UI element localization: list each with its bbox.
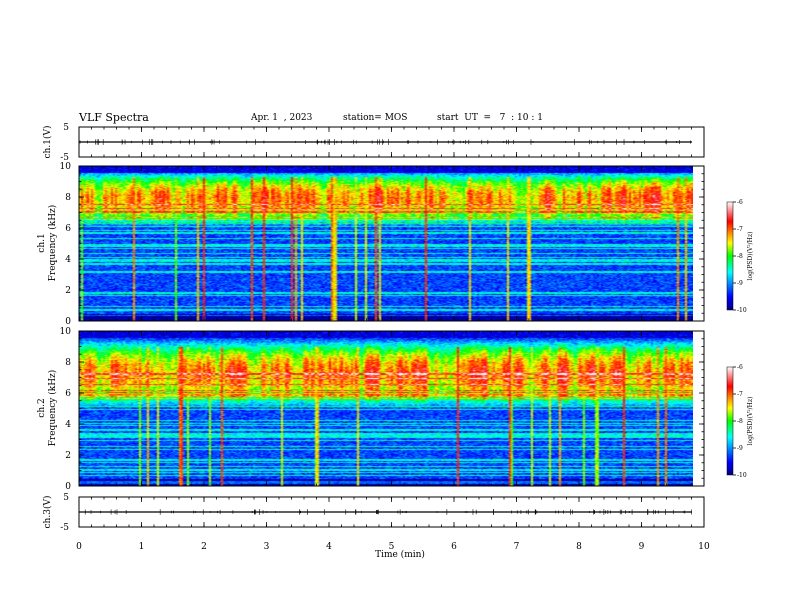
- x-tick-label-0: 0: [76, 542, 82, 552]
- spec1-yticks-label-2: 2: [65, 286, 71, 296]
- ch2-channel-label: ch.2: [37, 398, 47, 417]
- ch1-channel-label: ch.1: [37, 233, 47, 252]
- ch1-ylabel-frequency: Frequency (kHz): [47, 205, 58, 282]
- ch1-voltage-noise: [79, 139, 691, 145]
- ch2-spectrogram-image: [79, 331, 693, 486]
- ch1-spectrogram-image: [79, 166, 693, 321]
- x-tick-label-1: 1: [139, 542, 145, 552]
- x-tick-label-4: 4: [326, 542, 332, 552]
- ch1-colorbar-label: log(PSD)(V²/Hz): [747, 232, 754, 281]
- spec2-yticks-label-2: 2: [65, 451, 71, 461]
- spec2-yticks-label-10: 10: [60, 327, 72, 337]
- spec1-yticks-label-10: 10: [60, 162, 72, 172]
- cb2-ticks-label--8: -8: [737, 418, 743, 425]
- ch2-colorbar-label: log(PSD)(V²/Hz): [747, 397, 754, 446]
- x-tick-label-8: 8: [576, 542, 582, 552]
- spec1-yticks-label-4: 4: [65, 255, 71, 265]
- x-tick-label-9: 9: [639, 542, 645, 552]
- cb1-ticks-label--6: -6: [737, 199, 743, 206]
- x-tick-label-5: 5: [389, 542, 395, 552]
- cb2-ticks-label--10: -10: [737, 472, 747, 479]
- ch2-ylabel-frequency: Frequency (kHz): [47, 370, 58, 447]
- ch3-ylabel: ch.3(V): [42, 496, 53, 529]
- x-axis-label: Time (min): [375, 549, 425, 560]
- cb2-ticks-label--7: -7: [737, 391, 743, 398]
- cb2-ticks-label--9: -9: [737, 445, 743, 452]
- x-tick-label-2: 2: [201, 542, 207, 552]
- ch3-voltage-noise: [84, 509, 692, 515]
- x-tick-label-10: 10: [698, 542, 710, 552]
- ch1-colorbar: [726, 201, 734, 311]
- ch1-spectrogram-panel: 0 2 4 6 8 10 ch.1 Frequency (kHz) -6 -7 -8 -9 -10…: [37, 162, 754, 327]
- ch1-ytick-top: 5: [63, 123, 69, 133]
- ch1-ytick-bottom: -5: [60, 153, 69, 163]
- spec2-yticks-label-4: 4: [65, 420, 71, 430]
- cb1-ticks-label--10: -10: [737, 307, 747, 314]
- ch1-ylabel: ch.1(V): [42, 126, 53, 159]
- x-tick-label-7: 7: [514, 542, 520, 552]
- cb1-ticks-label--9: -9: [737, 280, 743, 287]
- chart-title: VLF Spectra: [79, 111, 149, 124]
- spec2-yticks-label-6: 6: [65, 389, 71, 399]
- date-label: Apr. 1 , 2023: [251, 113, 313, 123]
- ch3-ytick-bottom: -5: [60, 523, 69, 533]
- start-time-label: start UT = 7 : 10 : 1: [437, 113, 543, 123]
- ch2-spectrogram-panel: 0 2 4 6 8 10 ch.2 Frequency (kHz) -6 -7 -8 -9 -10…: [37, 327, 754, 492]
- ch3-ytick-top: 5: [63, 493, 69, 503]
- cb1-ticks-label--7: -7: [737, 226, 743, 233]
- spec2-yticks-label-8: 8: [65, 358, 71, 368]
- spec1-yticks-label-8: 8: [65, 193, 71, 203]
- x-tick-label-3: 3: [264, 542, 270, 552]
- spec1-yticks-label-0: 0: [65, 317, 71, 327]
- ch2-colorbar: [726, 366, 734, 476]
- spec2-yticks-label-0: 0: [65, 482, 71, 492]
- cb2-ticks-label--6: -6: [737, 364, 743, 371]
- x-tick-label-6: 6: [451, 542, 457, 552]
- cb1-ticks-label--8: -8: [737, 253, 743, 260]
- station-label: station= MOS: [343, 113, 408, 123]
- spec1-yticks-label-6: 6: [65, 224, 71, 234]
